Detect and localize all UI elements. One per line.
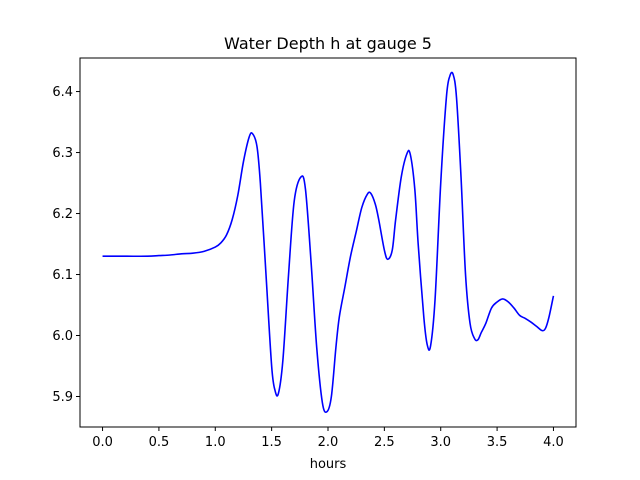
x-tick-label: 0.5 — [149, 435, 170, 450]
axis-ticks: 0.0 0.5 1.0 1.5 2.0 2.5 3.0 3.5 4.0 5.9 6.0 6.1 6.2 6… — [52, 85, 563, 450]
y-tick-label: 6.2 — [52, 207, 73, 222]
x-tick-label: 2.0 — [318, 435, 339, 450]
x-tick-label: 0.0 — [92, 435, 113, 450]
y-tick-label: 6.1 — [52, 268, 73, 283]
y-tick-label: 6.4 — [52, 85, 73, 100]
y-tick-label: 5.9 — [52, 390, 73, 405]
y-tick-label: 6.0 — [52, 329, 73, 344]
x-tick-label: 3.5 — [487, 435, 508, 450]
x-tick-label: 1.5 — [261, 435, 282, 450]
series-line — [102, 71, 555, 414]
chart-title: Water Depth h at gauge 5 — [224, 34, 432, 53]
y-tick-label: 6.3 — [52, 146, 73, 161]
plot-frame — [79, 57, 577, 428]
x-tick-label: 3.0 — [430, 435, 451, 450]
x-axis-label: hours — [310, 457, 347, 472]
x-tick-label: 2.5 — [374, 435, 395, 450]
x-tick-label: 4.0 — [543, 435, 564, 450]
x-tick-label: 1.0 — [205, 435, 226, 450]
